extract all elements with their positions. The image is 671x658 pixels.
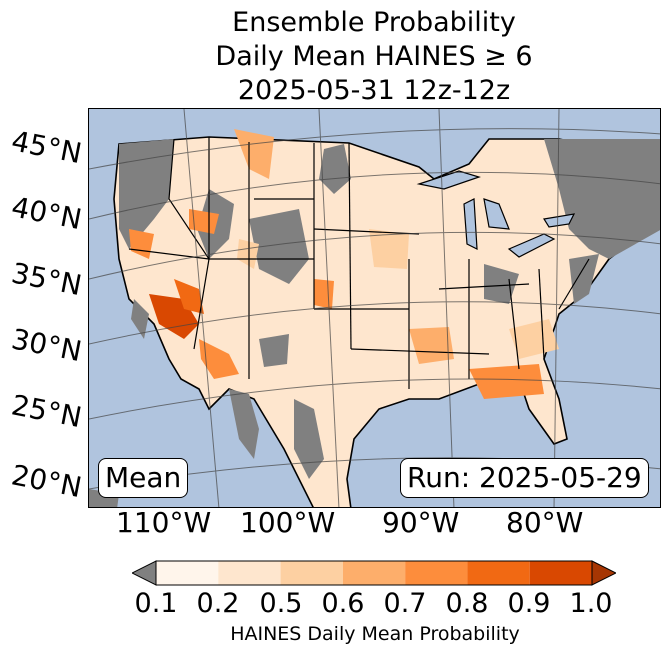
colorbar-tick: 0.9 — [507, 588, 551, 619]
colorbar-tick: 0.8 — [445, 588, 489, 619]
probability-patches — [129, 129, 559, 399]
title-line-3: 2025-05-31 12z-12z — [237, 75, 511, 106]
colorbar-tick: 0.6 — [321, 588, 365, 619]
colorbar-under-arrow — [130, 560, 157, 586]
lon-label-80w: 80°W — [506, 506, 584, 539]
no-data-regions — [89, 139, 660, 507]
great-lakes — [416, 170, 576, 258]
map-panel — [88, 108, 661, 508]
colorbar-tick: 0.7 — [383, 588, 427, 619]
colorbar-label: HAINES Daily Mean Probability — [230, 623, 520, 645]
colorbar-tick: 0.2 — [196, 588, 240, 619]
lon-label-110w: 110°W — [116, 506, 212, 539]
colorbar-segment — [405, 561, 468, 585]
lon-label-100w: 100°W — [240, 506, 336, 539]
colorbar-segment — [280, 561, 343, 585]
mean-label-box: Mean — [98, 458, 189, 498]
colorbar-segment — [467, 561, 530, 585]
lat-label-45: 45°N — [8, 124, 85, 171]
colorbar-segment — [529, 561, 592, 585]
lat-label-40: 40°N — [8, 190, 85, 237]
colorbar-tick: 0.1 — [134, 588, 178, 619]
colorbar-segment — [342, 561, 406, 585]
lon-label-90w: 90°W — [382, 506, 460, 539]
title-line-2: Daily Mean HAINES ≥ 6 — [215, 41, 533, 72]
lat-label-30: 30°N — [8, 322, 85, 369]
lat-label-35: 35°N — [8, 256, 85, 303]
colorbar-over-arrow — [591, 560, 618, 586]
run-date-box: Run: 2025-05-29 — [400, 458, 649, 498]
colorbar-outline — [155, 560, 593, 586]
lat-label-20: 20°N — [8, 458, 85, 505]
map-canvas — [89, 109, 660, 507]
colorbar-tick: 1.0 — [569, 588, 613, 619]
colorbar-tick: 0.5 — [259, 588, 303, 619]
colorbar-segments — [156, 561, 592, 585]
graticule — [89, 109, 660, 507]
title-line-1: Ensemble Probability — [232, 7, 516, 38]
colorbar-segment — [156, 561, 219, 585]
lat-label-25: 25°N — [8, 388, 85, 435]
colorbar-segment — [218, 561, 281, 585]
colorbar — [130, 560, 618, 586]
colorbar-svg — [130, 560, 618, 586]
